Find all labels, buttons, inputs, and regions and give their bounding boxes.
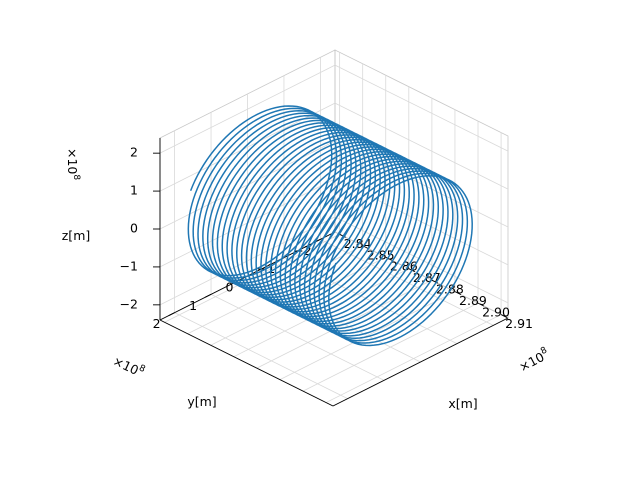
x-tick-label-7: 2.91 — [505, 316, 533, 331]
grid-y-floor-1 — [210, 293, 385, 381]
grid-z-left-1 — [159, 102, 336, 192]
grid-lines — [159, 52, 509, 403]
x-axis-line — [159, 319, 334, 407]
z-tick-label-4: −2 — [120, 296, 138, 311]
y-axis-line — [332, 317, 509, 407]
x-tick-mark-7 — [500, 314, 508, 318]
grid-z-back-1 — [334, 102, 509, 190]
x-tick-mark-4 — [431, 279, 439, 284]
x-tick-mark-6 — [477, 302, 485, 307]
z-tick-label-2: 0 — [130, 221, 138, 236]
y-tick-mark-0 — [168, 312, 175, 317]
y-axis-multiplier: ×108 — [111, 352, 147, 380]
x-axis-label: x[m] — [448, 396, 477, 411]
y-tick-label-2: 0 — [226, 280, 234, 295]
grid-z-left-4 — [159, 216, 336, 306]
z-tick-label-1: 1 — [130, 183, 138, 198]
helix-series — [187, 105, 473, 347]
y-tick-label-0: 2 — [153, 316, 161, 331]
y-tick-label-1: 1 — [189, 298, 197, 313]
grid-y-floor-0 — [174, 312, 348, 400]
z-tick-label-0: 2 — [130, 145, 138, 160]
x-tick-mark-5 — [454, 291, 462, 296]
grid-z-left-0 — [159, 64, 336, 154]
y-axis-label: y[m] — [187, 394, 216, 409]
grid-z-back-0 — [334, 64, 509, 152]
grid-z-back-4 — [334, 216, 509, 304]
x-tick-mark-2 — [385, 256, 392, 261]
x-axis-multiplier: ×108 — [516, 345, 552, 374]
axes: 2.842.852.862.872.882.892.902.91210−1−22… — [120, 138, 533, 407]
y-tick-mark-1 — [204, 293, 212, 298]
helix-line-0 — [187, 105, 473, 347]
grid-y-floor-4 — [320, 238, 494, 326]
z-axis-multiplier: ×108 — [65, 148, 81, 180]
z-tick-label-3: −1 — [120, 258, 138, 273]
z-axis-label: z[m] — [62, 228, 91, 243]
